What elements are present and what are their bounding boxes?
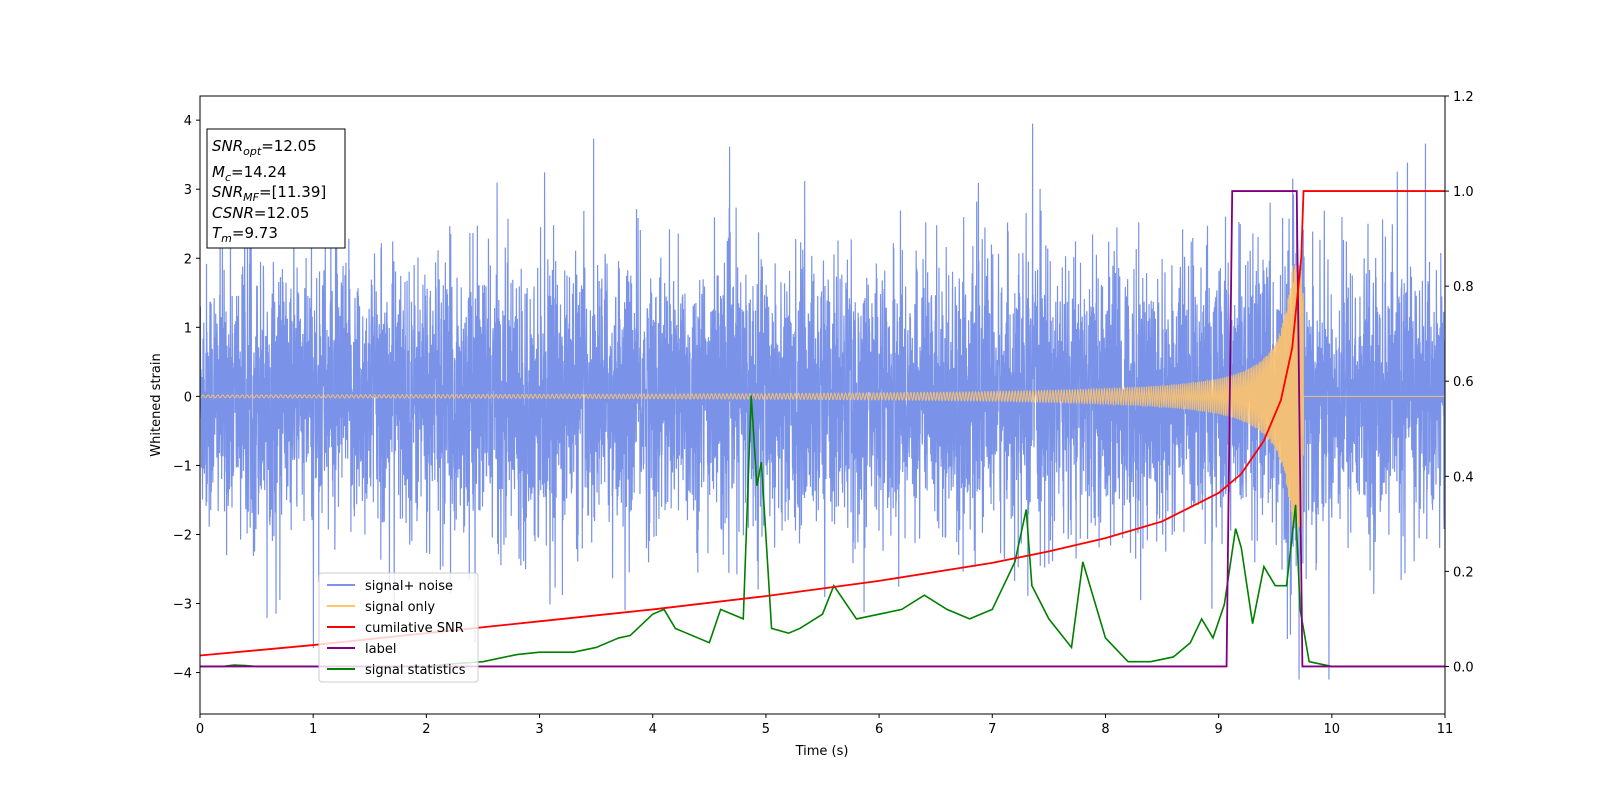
x-tick-label: 4 [649,722,657,737]
y-right-tick-label: 0.8 [1453,280,1474,295]
x-tick-label: 1 [309,722,317,737]
x-tick-label: 9 [1214,722,1222,737]
x-tick-label: 0 [196,722,204,737]
legend-label-signal-only: signal only [365,600,435,615]
y-left-tick-label: 0 [184,390,192,405]
signal-statistics-line [200,395,1445,668]
y-right-tick-label: 0.4 [1453,470,1474,485]
info-mc: Mc=14.24 [212,163,287,184]
y-left-tick-label: 2 [184,252,192,267]
x-axis-label: Time (s) [795,744,849,759]
y-left-tick-label: 4 [184,114,192,129]
legend-label-signal-plus-noise: signal+ noise [365,579,453,594]
x-tick-label: 5 [762,722,770,737]
y-axis-label: Whitened strain [149,353,164,456]
legend: signal+ noise signal only cumilative SNR… [318,572,479,683]
info-snr-opt: SNRopt=12.05 [212,137,317,158]
x-tick-label: 3 [535,722,543,737]
legend-label-signal-statistics: signal statistics [365,663,466,678]
plot-frame [199,95,1446,715]
legend-frame [318,572,479,683]
info-snr-mf: SNRMF=[11.39] [212,183,326,204]
signal-only-line [200,265,1445,528]
x-axis-ticks: 0 1 2 3 4 5 6 7 8 9 10 11 [196,714,1453,737]
x-tick-label: 10 [1324,722,1341,737]
info-csnr: CSNR=12.05 [212,204,309,222]
x-tick-label: 7 [988,722,996,737]
legend-label-cumulative-snr: cumilative SNR [365,621,464,636]
y-left-axis-ticks: 4 3 2 1 0 −1 −2 −3 −4 [173,114,200,682]
x-tick-label: 2 [422,722,430,737]
x-tick-label: 6 [875,722,883,737]
info-box: SNRopt=12.05 Mc=14.24 SNRMF=[11.39] CSNR… [206,128,346,249]
y-right-axis-ticks: 1.2 1.0 0.8 0.6 0.4 0.2 0.0 [1445,90,1474,675]
signal-plus-noise-line [200,123,1445,680]
series-signal-plus-noise [200,123,1445,680]
y-right-tick-label: 0.6 [1453,375,1474,390]
y-right-tick-label: 0.0 [1453,660,1474,675]
y-left-tick-label: −3 [173,598,192,613]
y-right-tick-label: 1.2 [1453,90,1474,105]
cumulative-snr-line [200,190,1445,657]
series-signal-only [200,265,1445,528]
right-axis-series [200,190,1445,668]
y-left-tick-label: 3 [184,183,192,198]
y-left-tick-label: 1 [184,321,192,336]
info-box-frame [206,128,346,249]
y-left-tick-label: −2 [173,528,192,543]
info-tm: Tm=9.73 [212,224,278,245]
x-tick-label: 11 [1437,722,1454,737]
label-line [200,190,1445,668]
y-left-tick-label: −1 [173,459,192,474]
y-right-tick-label: 1.0 [1453,185,1474,200]
legend-label-label: label [365,642,396,657]
y-left-tick-label: −4 [173,667,192,682]
y-right-tick-label: 0.2 [1453,565,1474,580]
x-tick-label: 8 [1101,722,1109,737]
